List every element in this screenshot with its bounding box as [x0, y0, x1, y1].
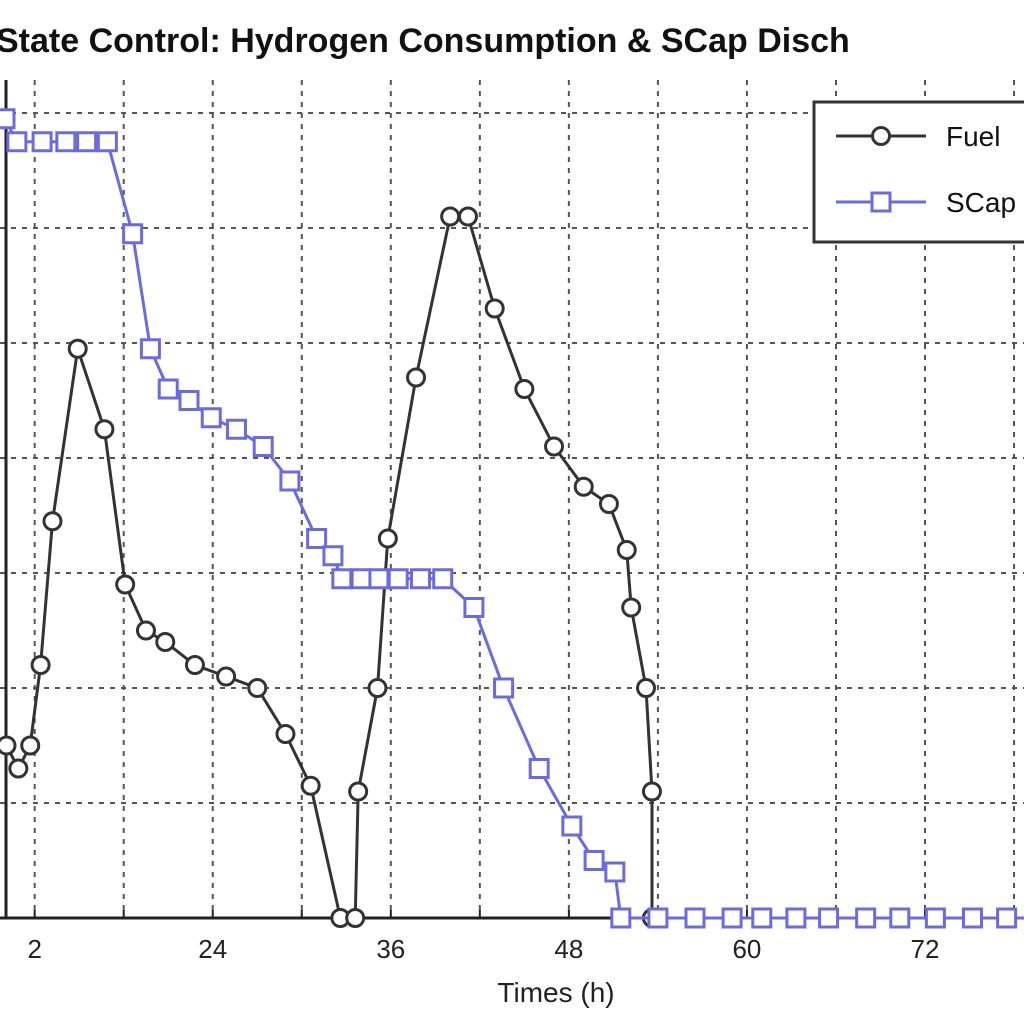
- data-point-fuel: [621, 597, 642, 618]
- data-point-fuel: [300, 775, 321, 796]
- data-point-scap: [55, 131, 77, 153]
- data-point-fuel: [155, 632, 176, 652]
- data-point-scap: [924, 907, 946, 929]
- legend-label-scap: SCap: [946, 187, 1016, 218]
- x-tick-label: 48: [554, 934, 583, 964]
- data-point-scap: [76, 131, 98, 153]
- data-point-fuel: [406, 367, 427, 388]
- x-tick-label: 36: [376, 934, 405, 964]
- data-point-fuel: [598, 494, 619, 514]
- data-point-scap: [322, 545, 344, 567]
- data-point-fuel: [67, 338, 88, 359]
- data-point-scap: [350, 568, 372, 590]
- data-point-scap: [6, 131, 28, 153]
- data-point-fuel: [135, 620, 156, 641]
- data-point-scap: [996, 907, 1018, 929]
- data-point-scap: [31, 131, 53, 153]
- data-point-scap: [493, 677, 515, 699]
- grid: [0, 80, 1024, 918]
- data-point-fuel: [377, 528, 398, 549]
- data-point-scap: [387, 568, 409, 590]
- data-point-scap: [818, 907, 840, 929]
- data-point-fuel: [484, 298, 505, 319]
- legend-box: [812, 100, 1024, 244]
- data-point-scap: [252, 436, 274, 457]
- data-point-fuel: [636, 678, 657, 698]
- data-point-scap: [751, 907, 773, 929]
- data-point-scap: [200, 407, 222, 429]
- data-point-scap: [157, 378, 179, 400]
- series-fuel: [0, 206, 662, 928]
- data-point-scap: [96, 131, 118, 153]
- legend-marker-scap: [870, 191, 892, 213]
- data-point-scap: [604, 861, 626, 883]
- data-point-scap: [279, 470, 301, 492]
- data-point-scap: [331, 568, 353, 590]
- data-point-fuel: [616, 540, 637, 560]
- data-point-fuel: [115, 574, 136, 595]
- data-point-fuel: [573, 476, 594, 497]
- data-point-fuel: [641, 781, 662, 802]
- data-point-fuel: [345, 908, 366, 928]
- x-tick-label: 24: [198, 934, 227, 964]
- data-point-scap: [122, 223, 144, 245]
- legend-label-fuel: Fuel: [946, 121, 1000, 152]
- data-point-scap: [721, 907, 743, 929]
- data-point-fuel: [94, 419, 115, 440]
- legend: Fuel SCap: [812, 100, 1024, 244]
- data-point-fuel: [544, 436, 565, 457]
- data-point-scap: [785, 907, 807, 929]
- data-point-scap: [889, 907, 911, 929]
- x-tick-label: 2: [27, 934, 41, 964]
- x-tick-labels: 2 24 36 48 60 72: [27, 934, 939, 964]
- series-layer: [0, 108, 1024, 929]
- data-point-fuel: [514, 379, 535, 399]
- data-point-fuel: [348, 781, 369, 802]
- data-point-scap: [528, 758, 550, 779]
- data-point-scap: [647, 907, 669, 929]
- x-tick-label: 60: [732, 934, 761, 964]
- chart-title: State Control: Hydrogen Consumption & SC…: [0, 22, 850, 60]
- data-point-fuel: [8, 758, 29, 779]
- data-point-scap: [409, 568, 431, 590]
- series-line-fuel: [5, 215, 654, 920]
- x-tick-label: 72: [911, 934, 940, 964]
- data-point-scap: [561, 815, 583, 837]
- legend-marker-fuel: [871, 126, 891, 146]
- data-point-scap: [961, 907, 983, 929]
- data-point-scap: [139, 338, 161, 360]
- data-point-fuel: [42, 511, 63, 532]
- data-point-scap: [610, 907, 632, 929]
- data-point-scap: [463, 597, 485, 618]
- data-point-fuel: [247, 678, 268, 698]
- data-point-fuel: [457, 206, 478, 227]
- data-point-scap: [855, 907, 877, 929]
- series-scap: [0, 108, 1024, 929]
- data-point-scap: [306, 528, 328, 549]
- data-point-scap: [368, 568, 390, 590]
- data-point-fuel: [275, 724, 296, 744]
- data-point-fuel: [184, 655, 205, 675]
- data-point-scap: [225, 418, 247, 440]
- data-point-fuel: [216, 666, 237, 687]
- x-axis-label: Times (h): [497, 977, 614, 1008]
- data-point-fuel: [367, 678, 388, 698]
- data-point-scap: [432, 568, 454, 590]
- data-point-scap: [178, 390, 200, 411]
- data-point-fuel: [20, 735, 41, 756]
- data-point-scap: [0, 108, 16, 130]
- data-point-fuel: [30, 655, 51, 675]
- data-point-fuel: [0, 735, 17, 756]
- data-point-scap: [583, 850, 605, 871]
- data-point-fuel: [440, 206, 461, 227]
- data-point-scap: [684, 907, 706, 929]
